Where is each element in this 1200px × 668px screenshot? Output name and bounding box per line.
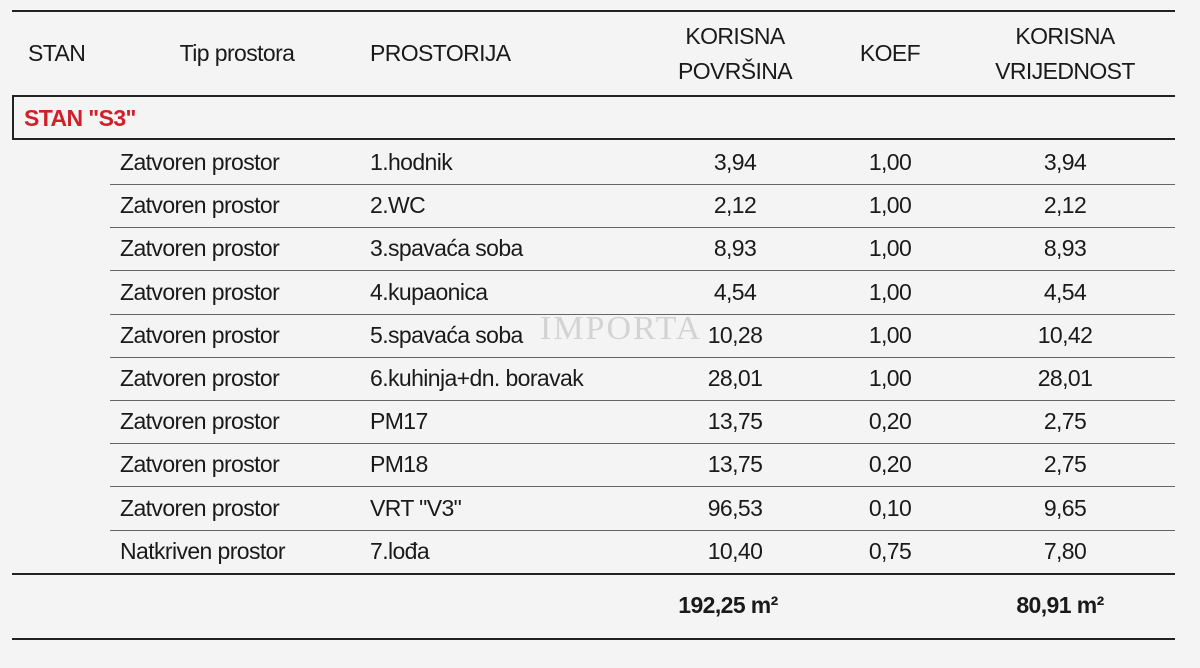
- cell: 3,94: [713, 149, 757, 175]
- header-cell: KORISNA: [685, 23, 785, 49]
- row-rule: [110, 313, 1175, 315]
- cell: 6.kuhinja+dn. boravak: [370, 365, 584, 391]
- cell: 1,00: [868, 321, 912, 348]
- row-rule: [110, 400, 1175, 401]
- cell: 2.WC: [370, 192, 426, 219]
- row-rule: [110, 529, 1175, 531]
- cell: 13,75: [707, 408, 763, 435]
- header-cell: POVRŠINA: [677, 58, 793, 84]
- cell: 1,00: [868, 278, 912, 305]
- row-rule: [110, 270, 1175, 272]
- cell: 0,20: [868, 408, 912, 435]
- cell: 1,00: [868, 149, 912, 175]
- cell: 0,20: [868, 451, 912, 478]
- cell: 3,94: [1043, 149, 1087, 175]
- cell: Zatvoren prostor: [120, 192, 280, 219]
- cell: 2,75: [1043, 451, 1087, 478]
- header-cell: KOEF: [859, 40, 921, 66]
- cell: 8,93: [713, 235, 757, 262]
- cell: VRT "V3": [370, 494, 462, 521]
- row-rule: [110, 356, 1175, 358]
- cell: 9,65: [1043, 494, 1087, 521]
- cell: 7.lođa: [370, 537, 430, 564]
- cell: 4,54: [1043, 278, 1087, 305]
- row-rule: [110, 227, 1175, 229]
- header-cell: VRIJEDNOST: [995, 58, 1135, 84]
- cell: 10,28: [707, 321, 763, 348]
- cell: 28,01: [1037, 365, 1093, 391]
- cell: 8,93: [1043, 235, 1087, 262]
- cell: 2,12: [713, 192, 757, 219]
- cell: 2,75: [1043, 408, 1087, 435]
- rule: [12, 10, 1175, 12]
- cell: Zatvoren prostor: [120, 408, 280, 435]
- cell: PM17: [370, 408, 428, 435]
- cell: 4,54: [713, 278, 757, 305]
- rule: [12, 95, 1175, 97]
- total: 192,25 m²: [678, 592, 778, 618]
- cell: Zatvoren prostor: [120, 365, 280, 391]
- cell: PM18: [370, 451, 428, 478]
- cell: Zatvoren prostor: [120, 494, 280, 521]
- cell: 10,40: [707, 537, 763, 564]
- cell: 1,00: [868, 235, 912, 262]
- rule: [12, 638, 1175, 640]
- cell: 5.spavaća soba: [370, 321, 523, 348]
- header-cell: KORISNA: [1015, 23, 1115, 49]
- cell: 7,80: [1043, 537, 1087, 564]
- cell: 0,10: [868, 494, 912, 521]
- cell: 13,75: [707, 451, 763, 478]
- cell: Zatvoren prostor: [120, 321, 280, 348]
- total: 80,91 m²: [1016, 592, 1104, 618]
- cell: 1.hodnik: [370, 149, 453, 175]
- cell: 1,00: [868, 365, 912, 391]
- cell: 3.spavaća soba: [370, 235, 523, 262]
- cell: Zatvoren prostor: [120, 235, 280, 262]
- row-rule: [110, 184, 1175, 185]
- rule: [12, 573, 1175, 575]
- header-cell: Tip prostora: [179, 40, 295, 66]
- cell: 1,00: [868, 192, 912, 219]
- header-cell: STAN: [28, 40, 86, 66]
- section-box: [12, 95, 1175, 140]
- cell: Natkriven prostor: [120, 537, 286, 564]
- cell: 4.kupaonica: [370, 278, 488, 305]
- cell: 0,75: [868, 537, 912, 564]
- row-rule: [110, 443, 1175, 445]
- cell: 2,12: [1043, 192, 1087, 219]
- header-cell: PROSTORIJA: [370, 40, 511, 66]
- row-rule: [110, 486, 1175, 488]
- section-title: STAN "S3": [24, 105, 136, 131]
- cell: 96,53: [707, 494, 763, 521]
- cell: 28,01: [707, 365, 763, 391]
- cell: 10,42: [1037, 321, 1093, 348]
- cell: Zatvoren prostor: [120, 278, 280, 305]
- cell: Zatvoren prostor: [120, 149, 280, 175]
- cell: Zatvoren prostor: [120, 451, 280, 478]
- watermark: IMPORTA: [540, 310, 703, 347]
